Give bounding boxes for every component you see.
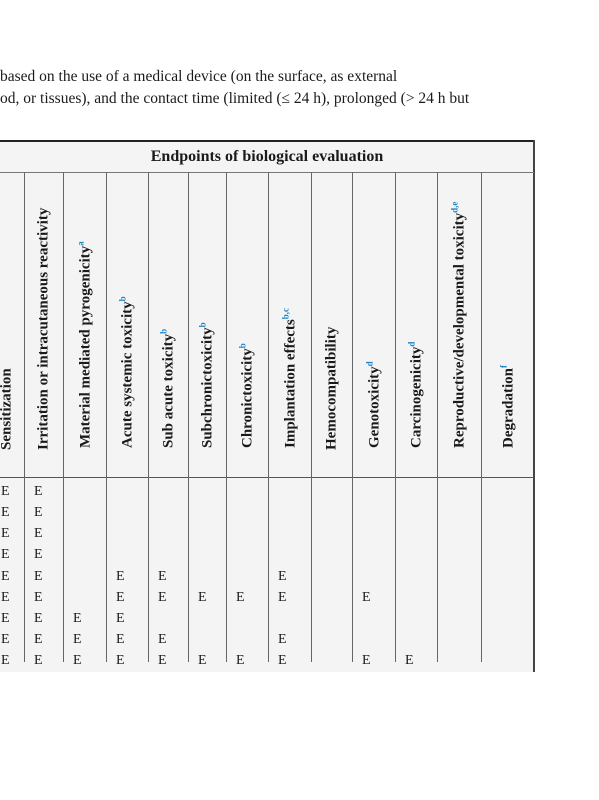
- column-divider: [24, 172, 25, 662]
- footnote-marker: d,e: [449, 201, 460, 213]
- header-rule: [0, 477, 534, 478]
- table-cell: E: [116, 653, 125, 668]
- table-top-rule: [0, 140, 534, 142]
- table-cell: E: [116, 590, 125, 605]
- table-cell: E: [362, 653, 371, 668]
- column-divider: [352, 172, 353, 662]
- table-cell: E: [158, 632, 167, 647]
- table-cell: E: [116, 569, 125, 584]
- intro-line-2: od, or tissues), and the contact time (l…: [0, 90, 470, 107]
- table-cell: E: [1, 505, 10, 520]
- table-cell: E: [198, 590, 207, 605]
- table-cell: E: [1, 590, 10, 605]
- column-header: Hemocompatibility: [311, 173, 352, 477]
- table-right-rule: [533, 140, 535, 672]
- table-cell: E: [34, 505, 43, 520]
- column-header: Carcinogenicityd: [395, 173, 437, 477]
- table-cell: E: [1, 526, 10, 541]
- table-cell: E: [34, 590, 43, 605]
- column-divider: [188, 172, 189, 662]
- table-cell: E: [198, 653, 207, 668]
- column-header: Sensitization: [0, 173, 24, 477]
- table-cell: E: [405, 653, 414, 668]
- column-header-label: Sensitization: [0, 368, 15, 450]
- column-header: Degradationf: [481, 173, 534, 477]
- column-header-label: Hemocompatibility: [323, 326, 339, 450]
- footnote-marker: b,c: [280, 308, 290, 320]
- column-header: Implantation effectsb,c: [268, 173, 311, 477]
- intro-text: based on the use of a medical device (on…: [0, 66, 599, 110]
- column-divider: [148, 172, 149, 662]
- column-header-label: Subchronictoxicity: [199, 327, 216, 448]
- column-header-label: Irritation or intracutaneous reactivity: [35, 207, 51, 450]
- footnote-marker: f: [498, 365, 508, 368]
- column-header: Chronictoxicityb: [226, 173, 268, 477]
- column-header-label: Carcinogenicity: [408, 346, 425, 448]
- table-cell: E: [278, 590, 287, 605]
- table-cell: E: [34, 547, 43, 562]
- table-cell: E: [278, 653, 287, 668]
- table-cell: E: [236, 590, 245, 605]
- table-cell: E: [1, 611, 10, 626]
- column-header-label: Implantation effects: [282, 319, 298, 448]
- table-cell: E: [34, 611, 43, 626]
- table-cell: E: [1, 547, 10, 562]
- table-cell: E: [278, 569, 287, 584]
- column-header-label: Chronictoxicity: [239, 348, 256, 448]
- table-cell: E: [34, 653, 43, 668]
- table-cell: E: [73, 653, 82, 668]
- footnote-marker: a: [75, 241, 85, 246]
- column-header: Irritation or intracutaneous reactivity: [24, 173, 63, 477]
- table-cell: E: [1, 632, 10, 647]
- footnote-marker: d: [364, 361, 374, 367]
- table-cell: E: [158, 653, 167, 668]
- column-header-label: Material mediated pyrogenicity: [77, 245, 93, 448]
- column-header: Genotoxicityd: [352, 173, 395, 477]
- footnote-marker: b: [197, 322, 208, 328]
- table-cell: E: [1, 484, 10, 499]
- footnote-marker: b: [237, 343, 248, 349]
- footnote-marker: b: [117, 296, 128, 302]
- column-divider: [437, 172, 438, 662]
- table-cell: E: [236, 653, 245, 668]
- table-cell: E: [34, 526, 43, 541]
- table-cell: E: [116, 632, 125, 647]
- column-divider: [63, 172, 64, 662]
- footnote-marker: b: [158, 328, 169, 334]
- column-divider: [481, 172, 482, 662]
- table-cell: E: [278, 632, 287, 647]
- table-cell: E: [73, 632, 82, 647]
- intro-line-1: based on the use of a medical device (on…: [0, 68, 398, 85]
- column-header: Material mediated pyrogenicitya: [63, 173, 106, 477]
- table-cell: E: [34, 632, 43, 647]
- table-cell: E: [158, 590, 167, 605]
- table-cell: E: [34, 569, 43, 584]
- column-header: Subchronictoxicityb: [188, 173, 226, 477]
- table-cell: E: [34, 484, 43, 499]
- group-title: Endpoints of biological evaluation: [150, 148, 384, 165]
- table-cell: E: [73, 611, 82, 626]
- column-header: Reproductive/developmental toxicityd,e: [437, 173, 481, 477]
- table-cell: E: [1, 653, 10, 668]
- group-rule: [0, 172, 534, 173]
- column-divider: [395, 172, 396, 662]
- table-cell: E: [116, 611, 125, 626]
- table-cell: E: [1, 569, 10, 584]
- column-header-label: Acute systemic toxicity: [119, 301, 136, 448]
- column-divider: [106, 172, 107, 662]
- column-header-label: Sub acute toxicity: [160, 333, 177, 448]
- table-cell: E: [362, 590, 371, 605]
- column-divider: [226, 172, 227, 662]
- column-divider: [268, 172, 269, 662]
- column-header-label: Degradation: [500, 368, 516, 448]
- column-header-label: Genotoxicity: [366, 366, 382, 448]
- column-header-label: Reproductive/developmental toxicity: [451, 212, 468, 448]
- table-cell: E: [158, 569, 167, 584]
- column-divider: [311, 172, 312, 662]
- column-header: Sub acute toxicityb: [148, 173, 188, 477]
- column-header: Acute systemic toxicityb: [106, 173, 148, 477]
- footnote-marker: d: [406, 341, 417, 347]
- biological-evaluation-table: Endpoints of biological evaluation Sensi…: [0, 140, 535, 672]
